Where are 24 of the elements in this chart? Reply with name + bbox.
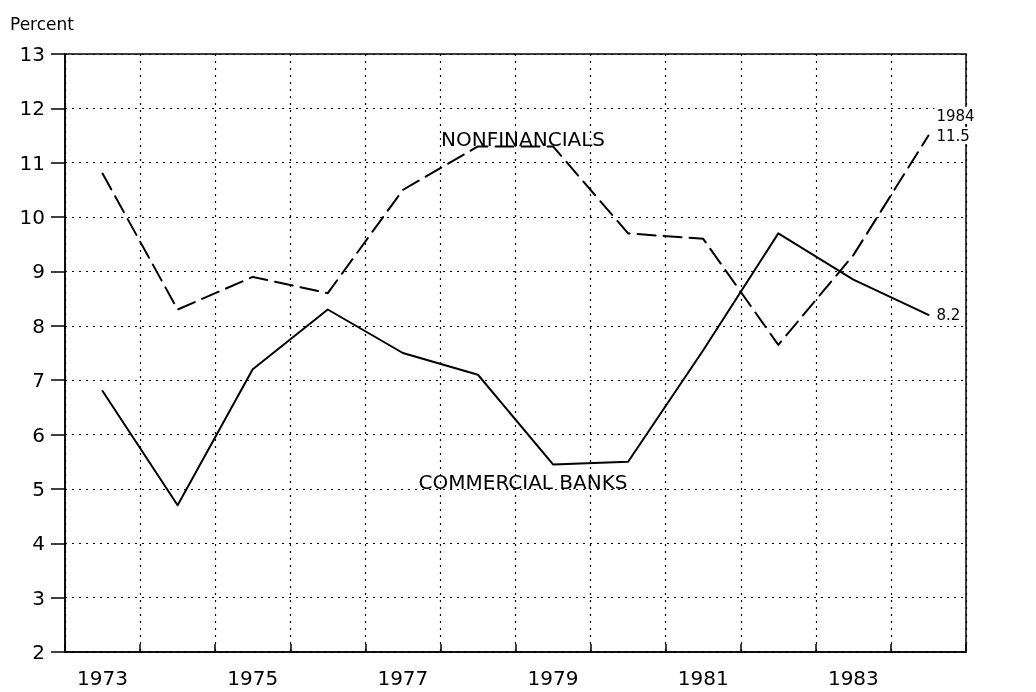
y-tick-label: 8 [32, 313, 45, 338]
y-axis-title: Percent [10, 13, 75, 34]
x-tick-label: 1979 [527, 666, 579, 690]
y-tick-label: 2 [32, 640, 45, 664]
y-tick-label: 5 [32, 476, 45, 501]
y-tick-label: 3 [32, 585, 45, 610]
y-tick-label: 10 [19, 205, 45, 230]
x-tick-label: 1975 [227, 666, 279, 690]
y-tick-label: 9 [32, 259, 45, 284]
x-tick-label: 1977 [377, 666, 429, 690]
x-tick-label: 1981 [677, 666, 729, 690]
x-tick-label: 1983 [827, 666, 879, 690]
x-tick-label: 1973 [77, 666, 128, 690]
series-label: NONFINANCIALS [441, 127, 606, 151]
y-tick-label: 11 [19, 150, 45, 175]
data-label: 11.5 [936, 126, 970, 145]
y-tick-label: 7 [32, 368, 45, 393]
y-tick-label: 6 [32, 422, 45, 447]
y-tick-label: 13 [19, 42, 45, 66]
annotation: 1984 [936, 106, 975, 125]
series-label: COMMERCIAL BANKS [418, 470, 628, 494]
y-tick-label: 12 [19, 96, 45, 121]
y-tick-label: 4 [32, 531, 45, 556]
data-label: 8.2 [936, 305, 961, 324]
